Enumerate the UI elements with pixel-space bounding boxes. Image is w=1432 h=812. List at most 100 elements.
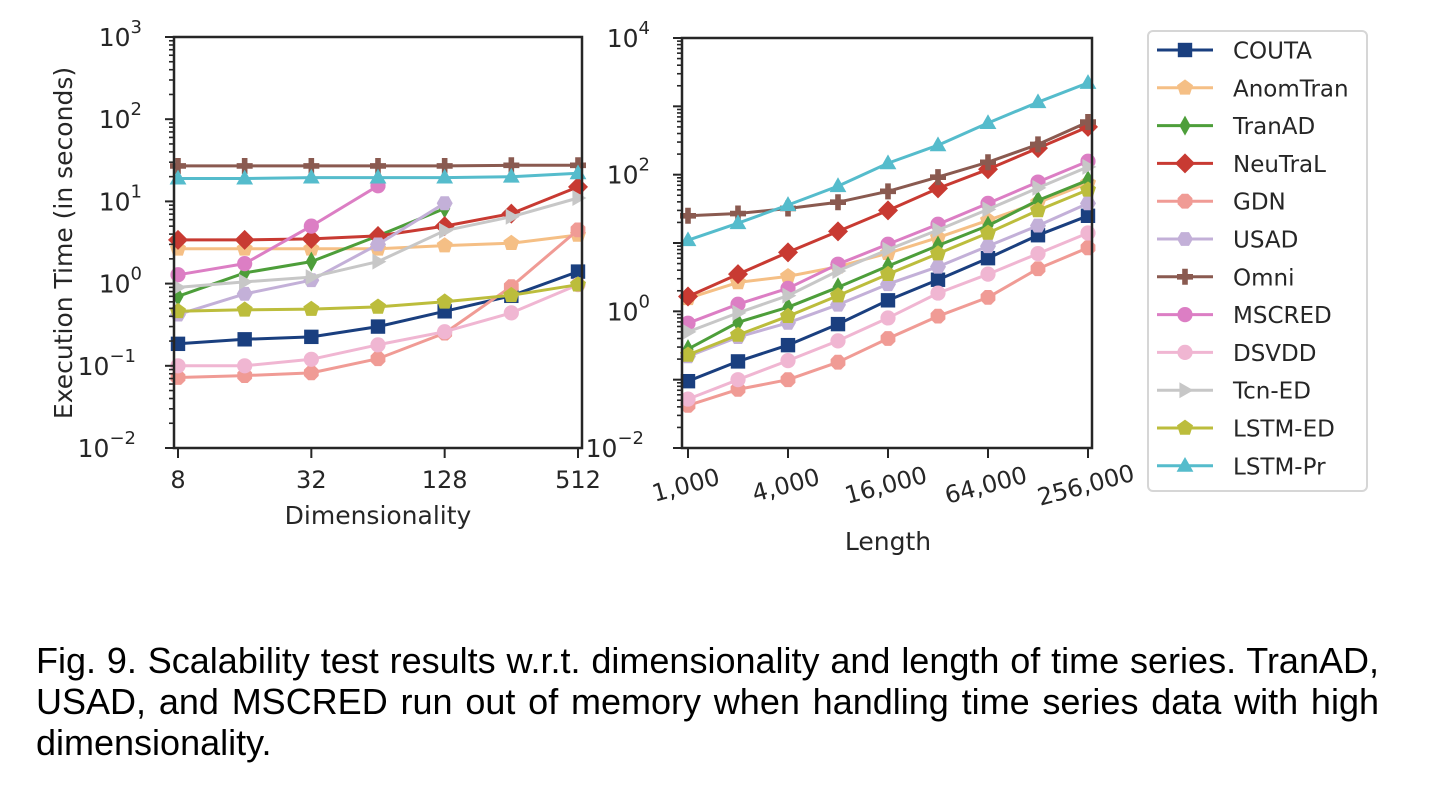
legend-label: USAD — [1233, 228, 1298, 254]
data-point — [830, 354, 846, 370]
data-point — [880, 265, 896, 281]
legend-label: COUTA — [1233, 39, 1312, 65]
legend-marker-icon — [1177, 193, 1193, 209]
data-point — [503, 305, 519, 321]
data-point — [980, 239, 996, 254]
data-point — [305, 251, 317, 272]
data-point — [680, 391, 696, 407]
data-point — [303, 351, 319, 367]
legend-marker-icon — [1177, 79, 1193, 95]
legend-label: TranAD — [1232, 114, 1315, 140]
data-point — [728, 264, 748, 285]
data-point — [1079, 74, 1097, 89]
legend-marker-icon — [1177, 344, 1193, 360]
y-tick-label: 10−1 — [78, 346, 136, 381]
plot-frame — [172, 35, 584, 450]
data-point — [880, 331, 896, 346]
legend-frame — [1147, 30, 1368, 492]
data-point — [303, 365, 319, 381]
data-point — [930, 245, 946, 261]
data-point — [729, 214, 747, 230]
x-tick-label: 32 — [296, 466, 327, 494]
data-point — [832, 262, 847, 279]
data-point — [828, 221, 848, 242]
data-point — [1030, 261, 1046, 277]
data-point — [1030, 245, 1046, 262]
legend-item: DSVDD — [1157, 341, 1316, 367]
data-point — [1032, 179, 1047, 196]
data-point — [369, 168, 387, 184]
data-point — [370, 237, 386, 252]
dimensionality-chart: 103 102 101 100 10−1 10−2 8 32 128 512 Execution… — [49, 17, 601, 530]
data-point — [1082, 170, 1094, 191]
x-tick-label: 4,000 — [749, 463, 823, 508]
data-point — [780, 372, 796, 388]
data-point — [880, 310, 896, 326]
data-point — [778, 242, 798, 263]
data-point — [732, 304, 747, 321]
data-point — [503, 286, 520, 303]
legend-marker-icon — [1177, 419, 1193, 435]
data-point — [930, 259, 946, 274]
series-group — [678, 74, 1098, 413]
y-axis: 103 102 101 100 10−1 10−2 — [78, 17, 174, 463]
data-point — [304, 329, 319, 345]
legend-item: LSTM-Pr — [1157, 454, 1326, 480]
legend-label: AnomTran — [1233, 76, 1349, 102]
data-point — [980, 154, 996, 171]
data-point — [780, 353, 796, 369]
data-point — [239, 273, 254, 290]
data-point — [1029, 93, 1047, 109]
data-point — [234, 229, 255, 250]
data-point — [436, 196, 453, 211]
data-point — [503, 157, 520, 174]
x-tick-label: 1,000 — [649, 463, 723, 508]
figure-caption: Fig. 9. Scalability test results w.r.t. … — [36, 640, 1379, 763]
data-point — [170, 157, 186, 174]
data-point — [303, 157, 320, 174]
data-point — [982, 201, 997, 218]
y-tick-label: 102 — [99, 99, 142, 134]
legend-item: AnomTran — [1157, 76, 1349, 102]
data-point — [370, 351, 386, 367]
data-point — [780, 307, 796, 323]
data-point — [679, 231, 697, 247]
data-point — [303, 218, 319, 234]
data-point — [780, 337, 796, 353]
data-point — [1032, 190, 1044, 211]
data-point — [682, 323, 697, 340]
data-point — [502, 167, 520, 183]
data-point — [680, 346, 696, 362]
legend-item: COUTA — [1157, 39, 1312, 65]
x-tick-label: 512 — [555, 466, 601, 494]
data-point — [505, 208, 520, 225]
legend-item: GDN — [1157, 190, 1286, 216]
legend-label: MSCRED — [1233, 303, 1332, 329]
data-point — [236, 157, 253, 174]
y-tick-label: 102 — [607, 155, 650, 190]
data-point — [439, 222, 454, 239]
data-point — [730, 205, 746, 222]
data-point — [572, 189, 587, 206]
y-axis-label: Execution Time (in seconds) — [49, 67, 78, 419]
data-point — [436, 157, 453, 174]
x-axis: 1,000 4,000 16,000 64,000 256,000 — [649, 448, 1137, 512]
data-point — [880, 183, 896, 200]
data-point — [780, 268, 796, 284]
series-tcn-ed — [682, 158, 1097, 340]
legend-marker-icon — [1179, 382, 1194, 399]
data-point — [878, 200, 898, 221]
data-point — [830, 333, 846, 349]
data-point — [779, 196, 797, 211]
data-point — [930, 308, 946, 324]
data-point — [1082, 158, 1097, 175]
data-point — [932, 221, 947, 238]
data-point — [237, 256, 253, 272]
data-point — [370, 319, 386, 334]
data-point — [172, 279, 187, 296]
data-point — [372, 253, 387, 270]
legend-label: DSVDD — [1233, 341, 1316, 367]
data-point — [236, 301, 253, 317]
data-point — [303, 300, 320, 316]
data-point — [830, 316, 846, 332]
